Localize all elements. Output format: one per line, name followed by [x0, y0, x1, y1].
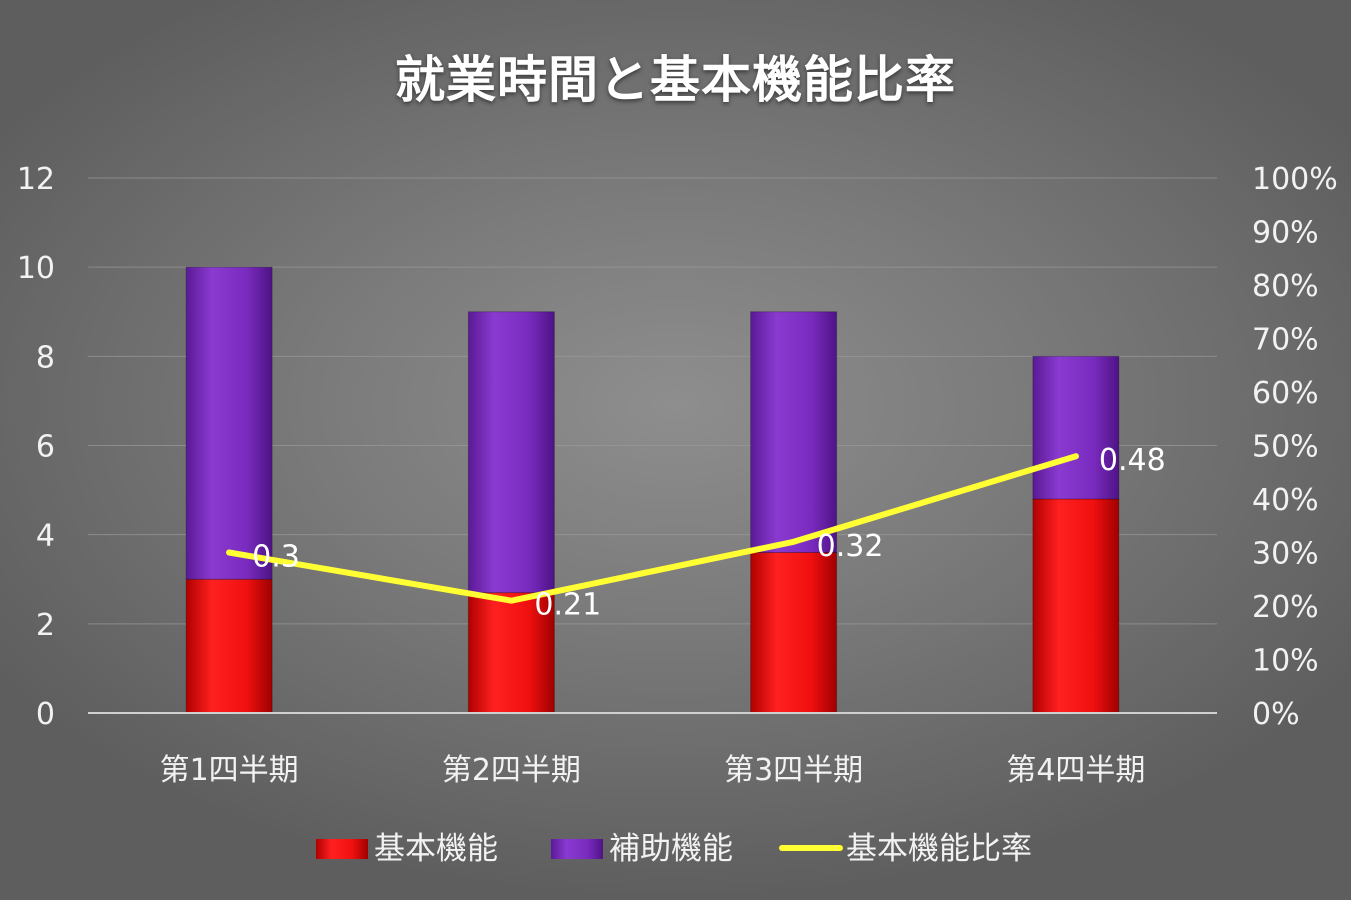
ratio-point	[226, 549, 233, 556]
bar-auxiliary	[1032, 355, 1120, 500]
x-category-label: 第3四半期	[724, 753, 863, 788]
ratio-data-label: 0.21	[534, 588, 601, 623]
y-right-tick-label: 30%	[1252, 537, 1319, 572]
y-left-tick-label: 6	[36, 430, 55, 465]
legend: 基本機能 補助機能 基本機能比率	[316, 831, 1032, 867]
ratio-data-label: 0.48	[1099, 443, 1166, 478]
y-left-tick-label: 10	[17, 251, 55, 286]
legend-basic-label: 基本機能	[374, 831, 498, 867]
y-right-tick-label: 70%	[1252, 323, 1319, 358]
bar-auxiliary	[750, 311, 838, 553]
bar-auxiliary	[467, 311, 555, 594]
ratio-data-label: 0.32	[817, 529, 884, 564]
x-category-label: 第1四半期	[160, 753, 299, 788]
y-right-tick-label: 10%	[1252, 644, 1319, 679]
y-right-tick-label: 60%	[1252, 376, 1319, 411]
y-left-tick-label: 8	[36, 340, 55, 375]
axes: 0 2 4 6 8 10 12 0% 10% 20% 30% 40% 50% 60% 70% 80% 90% 10…	[17, 162, 1338, 788]
gridlines	[88, 177, 1217, 625]
ratio-line	[226, 453, 1079, 604]
bar-basic	[467, 592, 555, 714]
y-right-tick-label: 80%	[1252, 269, 1319, 304]
x-category-label: 第2四半期	[442, 753, 581, 788]
legend-auxiliary-label: 補助機能	[609, 831, 733, 867]
bar-basic	[185, 578, 273, 714]
y-right-tick-label: 0%	[1252, 697, 1300, 732]
chart-title: 就業時間と基本機能比率	[395, 51, 956, 109]
ratio-data-label: 0.3	[252, 540, 300, 575]
ratio-point	[508, 597, 515, 604]
y-right-tick-label: 90%	[1252, 216, 1319, 251]
bars	[185, 266, 1120, 714]
y-right-tick-label: 40%	[1252, 483, 1319, 518]
y-left-tick-label: 2	[36, 608, 55, 643]
y-left-tick-label: 0	[36, 697, 55, 732]
ratio-point	[1072, 453, 1079, 460]
y-right-tick-label: 50%	[1252, 430, 1319, 465]
bar-basic	[1032, 498, 1120, 714]
y-right-tick-label: 100%	[1252, 162, 1338, 197]
bar-basic	[750, 552, 838, 714]
data-labels: 0.3 0.21 0.32 0.48	[252, 443, 1166, 622]
ratio-line-path	[226, 453, 1079, 604]
legend-auxiliary-swatch	[551, 839, 603, 859]
y-right-tick-label: 20%	[1252, 590, 1319, 625]
ratio-point	[790, 538, 797, 545]
legend-basic-swatch	[316, 839, 368, 859]
x-category-label: 第4四半期	[1006, 753, 1145, 788]
bar-auxiliary	[185, 266, 273, 580]
y-left-tick-label: 4	[36, 519, 55, 554]
y-left-tick-label: 12	[17, 162, 55, 197]
legend-ratio-label: 基本機能比率	[846, 831, 1032, 867]
